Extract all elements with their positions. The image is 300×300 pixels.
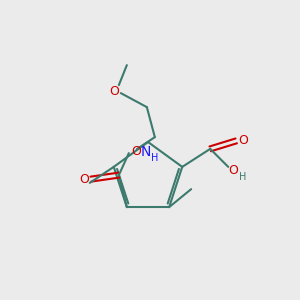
- Text: H: H: [238, 172, 246, 182]
- Text: O: O: [131, 145, 141, 158]
- Text: N: N: [141, 145, 151, 159]
- Text: O: O: [79, 172, 89, 186]
- Text: H: H: [151, 153, 159, 163]
- Text: O: O: [228, 164, 238, 177]
- Text: O: O: [109, 85, 119, 98]
- Text: O: O: [238, 134, 248, 147]
